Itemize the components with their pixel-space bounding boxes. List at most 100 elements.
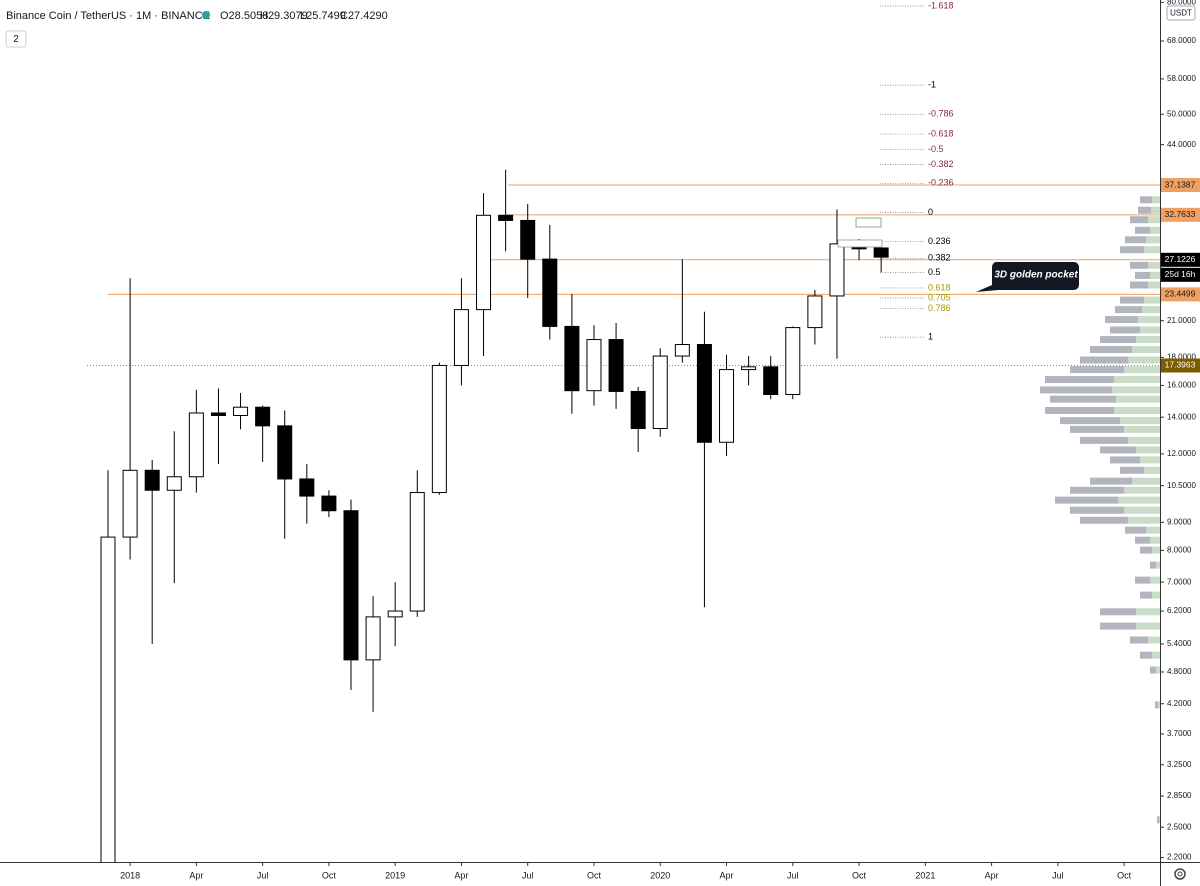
candle-body <box>100 536 116 862</box>
fib-label: -0.786 <box>928 109 954 119</box>
candle-body <box>652 355 668 430</box>
candle-body <box>365 616 381 661</box>
volume-buy <box>1158 701 1160 709</box>
price-label-bg <box>1161 252 1200 267</box>
y-tick-label: 80.0000 <box>1167 0 1196 6</box>
y-tick-label: 2.2000 <box>1167 853 1192 862</box>
symbol-title: Binance Coin / TetherUS · 1M · BINANCE <box>6 10 210 22</box>
volume-sell <box>1070 366 1124 374</box>
volume-buy <box>1148 281 1160 289</box>
fib-label: -0.236 <box>928 178 954 188</box>
volume-buy <box>1146 236 1160 244</box>
volume-buy <box>1128 516 1160 524</box>
y-tick-label: 5.4000 <box>1167 639 1192 648</box>
x-tick-label: Apr <box>454 870 468 880</box>
fib-label: 0.236 <box>928 236 951 246</box>
y-tick-label: 3.2500 <box>1167 760 1192 769</box>
indicator-toggle[interactable] <box>5 30 27 48</box>
x-tick-label: 2018 <box>120 870 140 880</box>
gear-center[interactable] <box>1177 871 1183 877</box>
volume-buy <box>1150 576 1160 584</box>
volume-sell <box>1130 216 1148 224</box>
countdown: 25d 16h <box>1165 269 1196 279</box>
ohlc-value: H29.3079 <box>260 10 308 22</box>
volume-buy <box>1140 456 1160 464</box>
volume-buy <box>1138 316 1160 324</box>
candle-body <box>122 469 138 538</box>
candle-body <box>409 492 425 612</box>
fib-label: -0.5 <box>928 144 944 154</box>
volume-sell <box>1157 816 1159 824</box>
volume-sell <box>1045 406 1114 414</box>
fib-label: -1 <box>928 80 936 90</box>
x-tick-label: Apr <box>720 870 734 880</box>
price-label: 32.7633 <box>1165 209 1196 219</box>
settings-icon[interactable] <box>1174 868 1186 880</box>
volume-buy <box>1120 417 1160 425</box>
fib-label: 0.5 <box>928 267 941 277</box>
volume-sell <box>1125 236 1146 244</box>
x-tick-label: Oct <box>852 870 867 880</box>
candle-body <box>564 325 580 392</box>
volume-buy <box>1150 271 1160 279</box>
volume-buy <box>1140 326 1160 334</box>
y-tick-label: 9.0000 <box>1167 517 1192 526</box>
y-tick-label: 7.0000 <box>1167 577 1192 586</box>
volume-sell <box>1080 356 1128 364</box>
fib-label: 0.786 <box>928 303 951 313</box>
fib-label: 0.705 <box>928 292 951 302</box>
candle-body <box>431 364 447 494</box>
volume-buy <box>1132 346 1160 354</box>
candle-body <box>210 412 226 416</box>
candle-body <box>498 214 514 221</box>
volume-sell <box>1100 336 1136 344</box>
volume-sell <box>1150 666 1156 674</box>
volume-sell <box>1135 536 1150 544</box>
volume-buy <box>1148 261 1160 269</box>
volume-sell <box>1060 417 1120 425</box>
candle-body <box>630 390 646 430</box>
gear[interactable] <box>1174 868 1186 880</box>
volume-sell <box>1105 316 1138 324</box>
ohlc-value: L25.7499 <box>300 10 346 22</box>
volume-buy <box>1136 622 1160 630</box>
candle-body <box>166 476 182 491</box>
candle-body <box>586 339 602 392</box>
currency[interactable]: USDT <box>1170 9 1192 18</box>
volume-buy <box>1132 477 1160 485</box>
candle-body <box>343 510 359 661</box>
volume-sell <box>1135 226 1150 234</box>
volume-buy <box>1116 395 1160 403</box>
y-tick-label: 4.2000 <box>1167 699 1192 708</box>
indicator-count[interactable]: 2 <box>13 34 19 45</box>
volume-sell <box>1050 395 1116 403</box>
currency-box[interactable] <box>1166 5 1196 21</box>
y-tick-label: 16.0000 <box>1167 381 1196 390</box>
volume-buy <box>1150 226 1160 234</box>
y-tick-label: 2.8500 <box>1167 791 1192 800</box>
volume-sell <box>1120 466 1144 474</box>
candle-body <box>696 344 712 443</box>
volume-sell <box>1040 386 1112 394</box>
volume-sell <box>1045 376 1114 384</box>
y-tick-label: 3.7000 <box>1167 729 1192 738</box>
y-tick-label: 4.8000 <box>1167 667 1192 676</box>
volume-buy <box>1148 216 1160 224</box>
fib-label: 0.618 <box>928 282 951 292</box>
volume-sell <box>1140 651 1152 659</box>
candles <box>100 169 889 862</box>
candle-body <box>674 344 690 357</box>
y-tick-label: 50.0000 <box>1167 109 1196 118</box>
candle-body <box>453 309 469 366</box>
volume-buy <box>1156 666 1160 674</box>
volume-buy <box>1112 386 1160 394</box>
price-label-bg <box>1161 287 1200 302</box>
candle-body <box>608 339 624 392</box>
volume-buy <box>1159 816 1160 824</box>
y-tick-label: 10.5000 <box>1167 481 1196 490</box>
y-tick-label: 2.5000 <box>1167 822 1192 831</box>
candle-body <box>542 258 558 327</box>
volume-sell <box>1080 436 1128 444</box>
volume-sell <box>1125 526 1146 534</box>
